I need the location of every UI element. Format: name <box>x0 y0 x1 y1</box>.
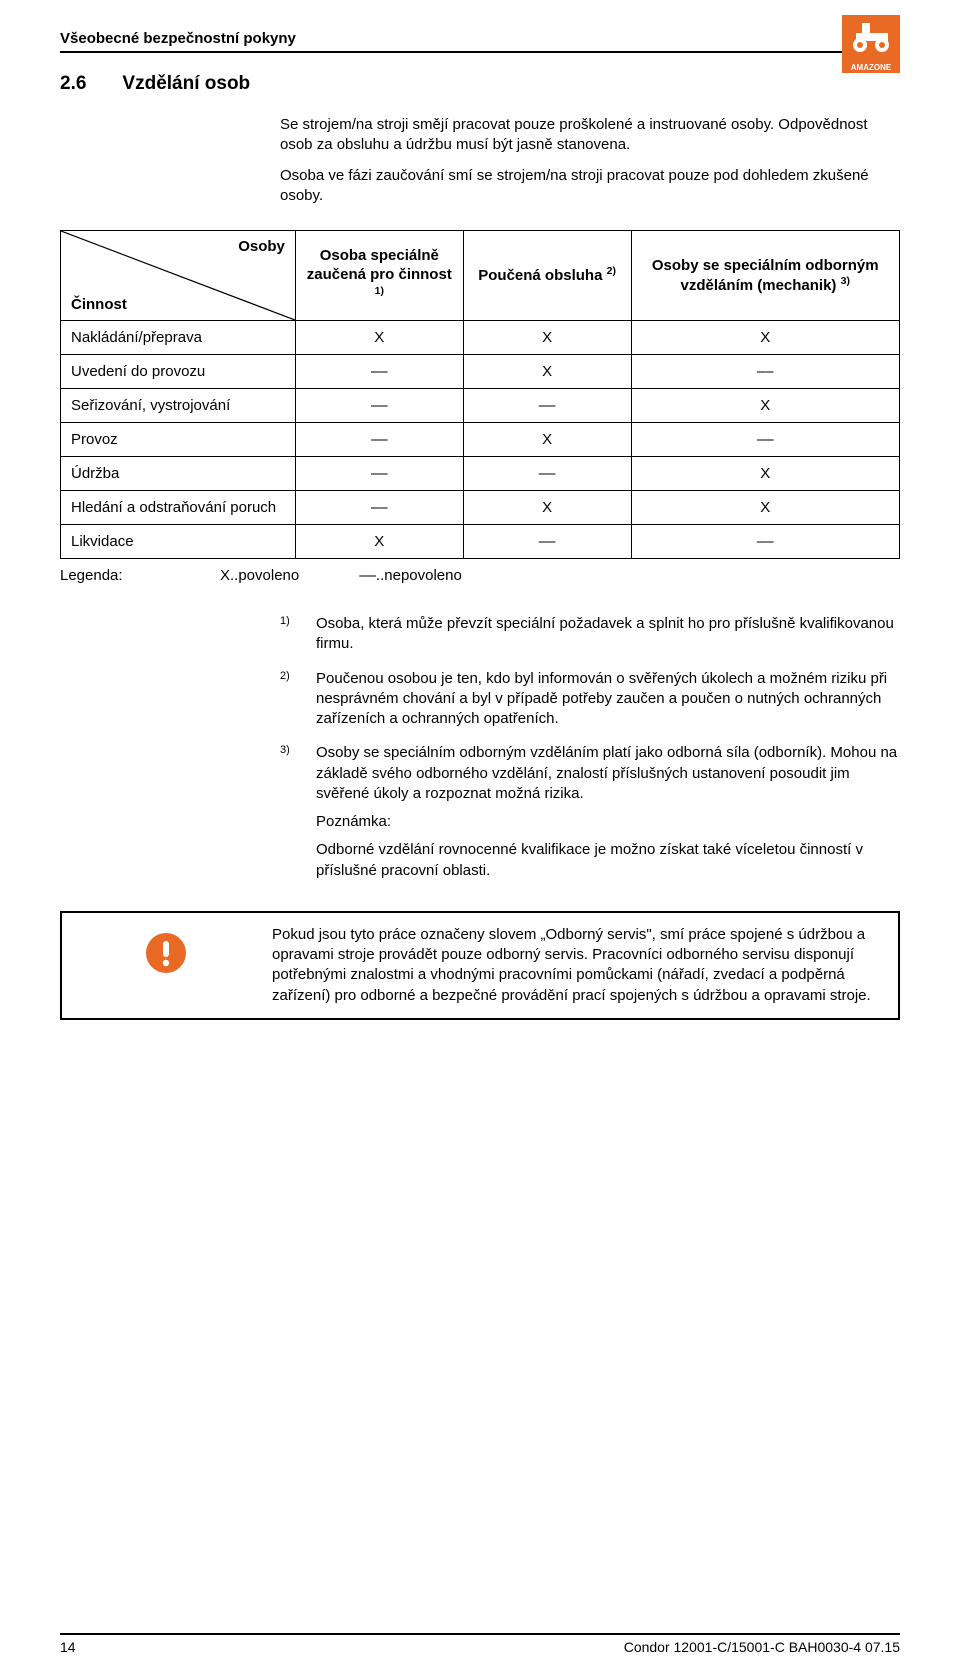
row-cell: –– <box>463 389 631 423</box>
footnote-3-note-text: Odborné vzdělání rovnocenné kvalifikace … <box>316 840 900 881</box>
logo-text: AMAZONE <box>851 63 892 72</box>
row-label: Seřizování, vystrojování <box>61 389 296 423</box>
row-label: Likvidace <box>61 525 296 559</box>
table-corner-cell: Osoby Činnost <box>61 231 296 321</box>
footnote-2-text: Poučenou osobou je ten, kdo byl informov… <box>316 669 900 730</box>
row-cell: –– <box>631 355 900 389</box>
warning-icon <box>144 931 188 975</box>
footer-page-number: 14 <box>60 1639 76 1655</box>
row-cell: –– <box>631 423 900 457</box>
row-label: Provoz <box>61 423 296 457</box>
row-cell: X <box>463 321 631 355</box>
row-cell: –– <box>463 525 631 559</box>
row-cell: X <box>631 491 900 525</box>
footnote-3: 3) Osoby se speciálním odborným vzdělání… <box>280 743 900 881</box>
legend-label: Legenda: <box>60 567 160 584</box>
page-footer: 14 Condor 12001-C/15001-C BAH0030-4 07.1… <box>60 1633 900 1655</box>
table-corner-top: Osoby <box>238 237 285 257</box>
footnote-1-text: Osoba, která může převzít speciální poža… <box>316 614 900 655</box>
page-header: Všeobecné bezpečnostní pokyny <box>60 30 900 51</box>
footnotes: 1) Osoba, která může převzít speciální p… <box>280 614 900 881</box>
row-label: Uvedení do provozu <box>61 355 296 389</box>
header-rule <box>60 51 900 53</box>
footnote-1-number: 1) <box>280 614 290 629</box>
row-cell: –– <box>631 525 900 559</box>
legend-not-allowed: ––..nepovoleno <box>359 567 462 584</box>
footnote-2: 2) Poučenou osobou je ten, kdo byl infor… <box>280 669 900 730</box>
row-cell: X <box>631 321 900 355</box>
footnote-3-text: Osoby se speciálním odborným vzděláním p… <box>316 743 900 804</box>
table-col-header-3: Osoby se speciálním odborným vzděláním (… <box>631 231 900 321</box>
table-corner-bottom: Činnost <box>71 295 127 315</box>
row-label: Nakládání/přeprava <box>61 321 296 355</box>
warning-box: Pokud jsou tyto práce označeny slovem „O… <box>60 911 900 1020</box>
intro-text: Se strojem/na stroji smějí pracovat pouz… <box>280 115 900 206</box>
brand-logo: AMAZONE <box>842 15 900 73</box>
row-cell: –– <box>295 491 463 525</box>
intro-paragraph-1: Se strojem/na stroji smějí pracovat pouz… <box>280 115 900 156</box>
row-cell: –– <box>463 457 631 491</box>
table-row: Hledání a odstraňování poruch––XX <box>61 491 900 525</box>
table-row: LikvidaceX–––– <box>61 525 900 559</box>
row-label: Hledání a odstraňování poruch <box>61 491 296 525</box>
table-row: Seřizování, vystrojování––––X <box>61 389 900 423</box>
personnel-table: Osoby Činnost Osoba speciálně zaučená pr… <box>60 230 900 559</box>
intro-paragraph-2: Osoba ve fázi zaučování smí se strojem/n… <box>280 166 900 207</box>
table-col-header-1: Osoba speciálně zaučená pro činnost 1) <box>295 231 463 321</box>
table-row: Údržba––––X <box>61 457 900 491</box>
row-cell: X <box>295 321 463 355</box>
section-title: Vzdělání osob <box>122 73 250 95</box>
row-cell: X <box>631 389 900 423</box>
footnote-1: 1) Osoba, která může převzít speciální p… <box>280 614 900 655</box>
row-cell: X <box>463 491 631 525</box>
table-legend: Legenda: X..povoleno ––..nepovoleno <box>60 567 900 584</box>
row-cell: X <box>463 423 631 457</box>
row-label: Údržba <box>61 457 296 491</box>
footer-doc-id: Condor 12001-C/15001-C BAH0030-4 07.15 <box>624 1639 900 1655</box>
legend-allowed: X..povoleno <box>220 567 299 584</box>
table-row: Uvedení do provozu––X–– <box>61 355 900 389</box>
row-cell: –– <box>295 389 463 423</box>
row-cell: –– <box>295 457 463 491</box>
section-number: 2.6 <box>60 73 86 95</box>
footnote-2-number: 2) <box>280 669 290 684</box>
table-col-header-2: Poučená obsluha 2) <box>463 231 631 321</box>
footnote-3-number: 3) <box>280 743 290 758</box>
table-row: Nakládání/přepravaXXX <box>61 321 900 355</box>
row-cell: X <box>295 525 463 559</box>
footnote-3-note-label: Poznámka: <box>316 812 900 832</box>
row-cell: X <box>463 355 631 389</box>
section-heading: 2.6 Vzdělání osob <box>60 73 900 95</box>
row-cell: X <box>631 457 900 491</box>
warning-text: Pokud jsou tyto práce označeny slovem „O… <box>272 925 884 1006</box>
row-cell: –– <box>295 423 463 457</box>
row-cell: –– <box>295 355 463 389</box>
table-row: Provoz––X–– <box>61 423 900 457</box>
